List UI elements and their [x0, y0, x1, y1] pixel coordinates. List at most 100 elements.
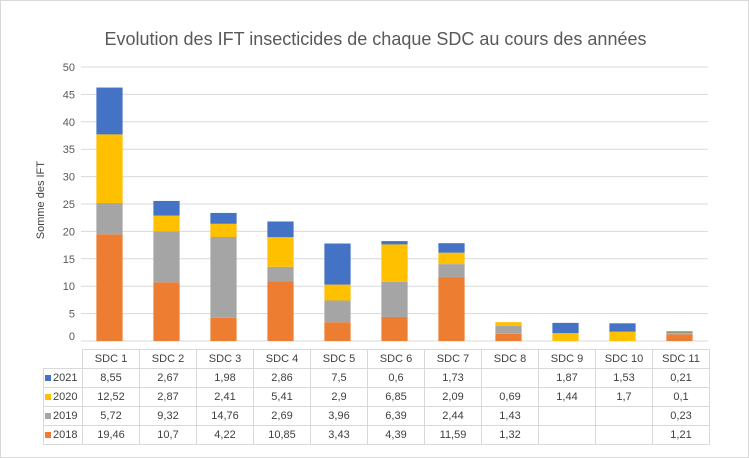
data-label: 0,1: [652, 387, 710, 407]
data-label: 0,21: [652, 368, 710, 388]
table-header-row: SDC 1 SDC 2 SDC 3 SDC 4 SDC 5 SDC 6 SDC 7 SDC 8…: [43, 349, 710, 369]
data-label: [538, 425, 596, 445]
data-label: 9,32: [139, 406, 197, 426]
data-label: 1,73: [424, 368, 482, 388]
bar-2018-sdc11: [666, 334, 693, 341]
bar-2020-sdc6: [381, 244, 408, 282]
data-label: 2,67: [139, 368, 197, 388]
data-label: 2,44: [424, 406, 482, 426]
data-label: 1,44: [538, 387, 596, 407]
data-label: [538, 406, 596, 426]
data-label: 3,96: [310, 406, 368, 426]
bar-2020-sdc1: [96, 134, 123, 204]
data-label: 1,87: [538, 368, 596, 388]
bar-2019-sdc11: [666, 333, 693, 335]
bar-2018-sdc4: [267, 281, 294, 341]
bar-2021-sdc2: [153, 200, 180, 216]
bar-2018-sdc3: [210, 317, 237, 341]
legend-label: 2018: [53, 429, 78, 441]
data-label: 11,59: [424, 425, 482, 445]
legend-label: 2019: [53, 410, 78, 422]
bar-2020-sdc8: [495, 322, 522, 326]
data-label: 2,86: [253, 368, 311, 388]
data-label: 0,69: [481, 387, 539, 407]
legend-entry: 2021: [43, 368, 83, 388]
data-label: 4,39: [367, 425, 425, 445]
legend-entry: 2018: [43, 425, 83, 445]
y-tick-label: 5: [69, 309, 75, 321]
bar-2021-sdc6: [381, 241, 408, 245]
legend-label: 2021: [53, 372, 78, 384]
data-label: 1,32: [481, 425, 539, 445]
y-tick-label: 30: [63, 172, 75, 184]
y-tick-label: 0: [69, 331, 75, 343]
bar-2019-sdc5: [324, 300, 351, 323]
data-table: SDC 1 SDC 2 SDC 3 SDC 4 SDC 5 SDC 6 SDC 7 SDC 8…: [43, 349, 710, 445]
y-tick-label: 40: [63, 117, 75, 129]
y-tick-label: 45: [63, 89, 75, 101]
data-label: 1,98: [196, 368, 254, 388]
data-label: 4,22: [196, 425, 254, 445]
bar-2019-sdc4: [267, 266, 294, 282]
data-label: 3,43: [310, 425, 368, 445]
bar-2020-sdc5: [324, 284, 351, 301]
plot-area: 0 5 10 15 20 25 30 35 40 45 50: [63, 62, 708, 343]
data-label: 1,43: [481, 406, 539, 426]
legend-entry: 2020: [43, 387, 83, 407]
data-label: [595, 406, 653, 426]
bar-2021-sdc10: [609, 323, 636, 332]
bar-2020-sdc3: [210, 223, 237, 237]
chart-title: Evolution des IFT insecticides de chaque…: [104, 29, 647, 49]
x-tick-label: SDC 2: [139, 349, 197, 369]
legend-swatch: [45, 413, 51, 419]
x-tick-label: SDC 8: [481, 349, 539, 369]
bar-2019-sdc6: [381, 281, 408, 317]
table-corner: [43, 349, 83, 369]
y-tick-label: 20: [63, 226, 75, 238]
table-row-2018: 2018 19,46 10,7 4,22 10,85 3,43 4,39 11,59 1,32 1…: [43, 425, 710, 445]
data-label: 10,7: [139, 425, 197, 445]
data-label: 10,85: [253, 425, 311, 445]
table-row-2019: 2019 5,72 9,32 14,76 2,69 3,96 6,39 2,44 1,43 0,2…: [43, 406, 710, 426]
y-tick-label: 10: [63, 281, 75, 293]
bar-2018-sdc6: [381, 316, 408, 341]
data-label: 6,39: [367, 406, 425, 426]
data-label: 2,69: [253, 406, 311, 426]
data-label: 2,87: [139, 387, 197, 407]
legend-swatch: [45, 394, 51, 400]
bar-2019-sdc7: [438, 264, 465, 278]
table-row-2020: 2020 12,52 2,87 2,41 5,41 2,9 6,85 2,09 0,69 1,44…: [43, 387, 710, 407]
data-label: 2,09: [424, 387, 482, 407]
legend-swatch: [45, 432, 51, 438]
y-tick-label: 35: [63, 144, 75, 156]
y-tick-label: 25: [63, 199, 75, 211]
data-label: 1,21: [652, 425, 710, 445]
data-label: 19,46: [82, 425, 140, 445]
x-tick-label: SDC 11: [652, 349, 710, 369]
bar-2020-sdc2: [153, 215, 180, 232]
x-tick-label: SDC 3: [196, 349, 254, 369]
bar-2021-sdc5: [324, 243, 351, 285]
x-tick-label: SDC 7: [424, 349, 482, 369]
data-label: 8,55: [82, 368, 140, 388]
bar-2021-sdc11: [666, 331, 693, 333]
data-label: 14,76: [196, 406, 254, 426]
x-tick-label: SDC 4: [253, 349, 311, 369]
bar-2019-sdc2: [153, 231, 180, 283]
data-label: 0,23: [652, 406, 710, 426]
x-tick-label: SDC 10: [595, 349, 653, 369]
legend-entry: 2019: [43, 406, 83, 426]
x-tick-label: SDC 6: [367, 349, 425, 369]
bar-2019-sdc3: [210, 236, 237, 318]
bar-2018-sdc5: [324, 322, 351, 341]
bar-2018-sdc8: [495, 333, 522, 341]
bar-2021-sdc1: [96, 87, 123, 135]
x-tick-label: SDC 1: [82, 349, 140, 369]
y-tick-label: 15: [63, 254, 75, 266]
x-tick-label: SDC 5: [310, 349, 368, 369]
data-label: 1,7: [595, 387, 653, 407]
x-tick-label: SDC 9: [538, 349, 596, 369]
data-label: 5,72: [82, 406, 140, 426]
data-label: 5,41: [253, 387, 311, 407]
